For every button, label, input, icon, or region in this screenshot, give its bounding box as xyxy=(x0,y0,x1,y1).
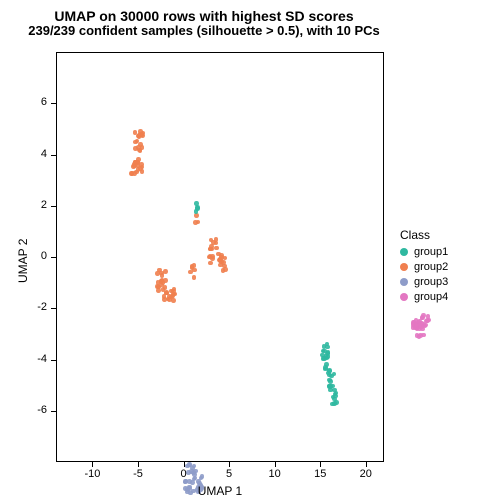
y-axis-label: UMAP 2 xyxy=(16,239,30,283)
x-tick xyxy=(184,462,185,467)
y-tick-label: -4 xyxy=(21,353,47,365)
legend-swatch-icon xyxy=(400,278,408,286)
chart-root: UMAP on 30000 rows with highest SD score… xyxy=(0,0,504,504)
data-point xyxy=(210,256,215,261)
data-point xyxy=(221,268,226,273)
legend-swatch-icon xyxy=(400,293,408,301)
y-tick-label: -6 xyxy=(21,404,47,416)
x-tick-label: -5 xyxy=(123,468,153,480)
x-tick xyxy=(138,462,139,467)
data-point xyxy=(163,285,168,290)
x-tick xyxy=(320,462,321,467)
data-point xyxy=(193,220,198,225)
data-point xyxy=(163,269,168,274)
legend: Class group1 group2 group3 group4 xyxy=(400,228,448,306)
data-point xyxy=(190,264,195,269)
data-point xyxy=(133,130,138,135)
data-point xyxy=(156,288,161,293)
y-tick xyxy=(51,155,56,156)
x-tick xyxy=(92,462,93,467)
legend-swatch-icon xyxy=(400,263,408,271)
title-line-2: 239/239 confident samples (silhouette > … xyxy=(0,24,408,39)
legend-title: Class xyxy=(400,228,448,242)
data-point xyxy=(131,164,136,169)
x-axis-label: UMAP 1 xyxy=(56,484,384,498)
data-point xyxy=(327,378,332,383)
y-tick xyxy=(51,411,56,412)
data-point xyxy=(332,401,337,406)
x-tick-label: 15 xyxy=(305,468,335,480)
x-tick-label: 20 xyxy=(351,468,381,480)
x-tick-label: 0 xyxy=(169,468,199,480)
title-line-1: UMAP on 30000 rows with highest SD score… xyxy=(0,8,408,24)
data-point xyxy=(172,287,177,292)
data-point xyxy=(219,253,224,258)
data-point xyxy=(194,213,199,218)
legend-swatch-icon xyxy=(400,248,408,256)
data-point xyxy=(418,333,423,338)
y-tick xyxy=(51,103,56,104)
legend-item: group3 xyxy=(400,276,448,288)
data-point xyxy=(214,241,219,246)
data-point xyxy=(129,171,134,176)
data-point xyxy=(155,271,160,276)
data-point xyxy=(420,327,425,332)
y-tick xyxy=(51,206,56,207)
legend-item: group4 xyxy=(400,291,448,303)
legend-label: group2 xyxy=(414,261,448,273)
data-point xyxy=(136,163,141,168)
legend-item: group2 xyxy=(400,261,448,273)
data-point xyxy=(195,205,200,210)
x-tick-label: 5 xyxy=(214,468,244,480)
y-tick xyxy=(51,308,56,309)
x-tick xyxy=(275,462,276,467)
y-tick-label: 4 xyxy=(21,148,47,160)
data-point xyxy=(163,278,168,283)
x-tick xyxy=(229,462,230,467)
data-point xyxy=(420,315,425,320)
data-point xyxy=(136,167,141,172)
x-tick-label: 10 xyxy=(260,468,290,480)
legend-label: group4 xyxy=(414,291,448,303)
data-point xyxy=(324,362,329,367)
legend-label: group3 xyxy=(414,276,448,288)
chart-title: UMAP on 30000 rows with highest SD score… xyxy=(0,8,408,39)
data-point xyxy=(200,474,205,479)
plot-panel xyxy=(56,52,384,462)
x-tick-label: -10 xyxy=(77,468,107,480)
y-tick xyxy=(51,257,56,258)
data-point xyxy=(326,354,331,359)
data-point xyxy=(160,273,165,278)
data-point xyxy=(192,275,197,280)
legend-label: group1 xyxy=(414,246,448,258)
x-tick xyxy=(366,462,367,467)
y-tick-label: 2 xyxy=(21,199,47,211)
data-point xyxy=(208,261,213,266)
data-point xyxy=(214,246,219,251)
data-point xyxy=(140,145,145,150)
data-point xyxy=(322,349,327,354)
y-tick-label: -2 xyxy=(21,301,47,313)
data-point xyxy=(424,319,429,324)
y-tick-label: 6 xyxy=(21,96,47,108)
legend-item: group1 xyxy=(400,246,448,258)
data-point xyxy=(140,165,145,170)
y-tick xyxy=(51,360,56,361)
